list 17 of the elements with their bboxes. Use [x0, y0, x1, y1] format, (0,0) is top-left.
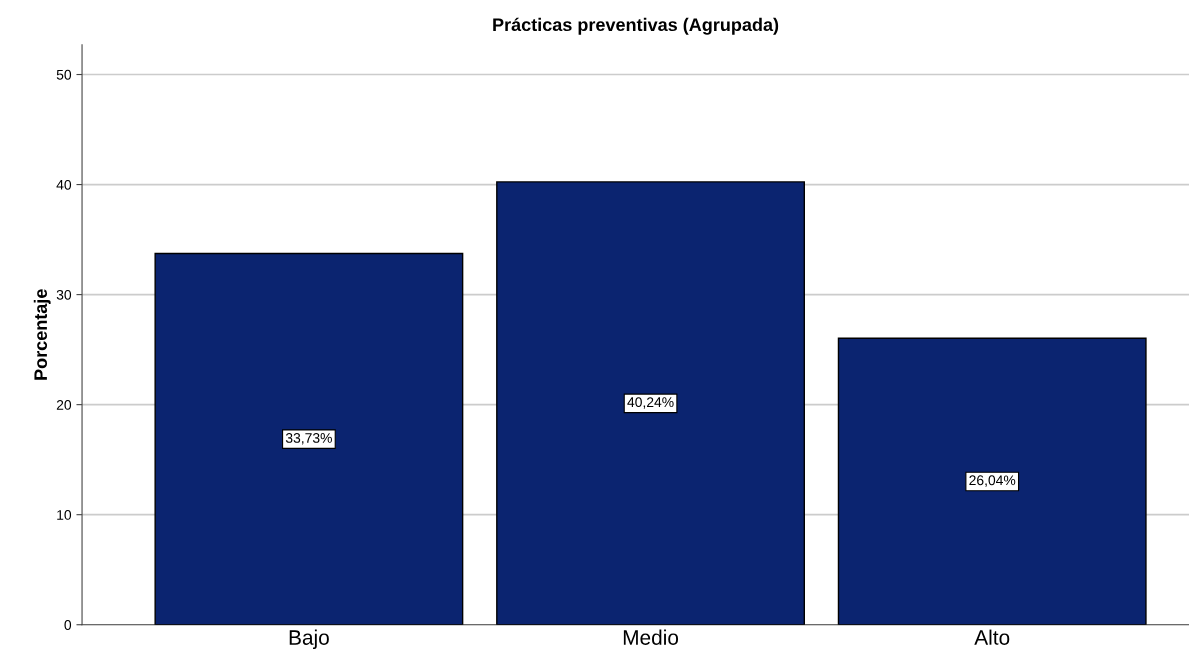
y-tick-label: 10: [57, 510, 72, 520]
y-tick-label: 50: [56, 69, 72, 80]
y-axis-title: Porcentaje: [33, 289, 51, 380]
y-tick-label: 20: [56, 399, 72, 410]
y-tick-label: 30: [56, 289, 72, 300]
y-tick-label: 0: [64, 620, 72, 630]
x-tick-label: Alto: [974, 629, 1010, 645]
chart-title: Prácticas preventivas (Agrupada): [493, 17, 779, 35]
x-tick-label: Bajo: [289, 629, 329, 650]
bar: [154, 252, 464, 625]
data-label: 40,24%: [627, 397, 674, 409]
y-tick-label: 40: [56, 179, 72, 190]
data-label: 33,73%: [285, 433, 332, 445]
data-label: 26,04%: [969, 475, 1016, 487]
x-tick-label: Medio: [623, 629, 679, 645]
bar: [496, 181, 805, 625]
bar: [837, 337, 1147, 625]
